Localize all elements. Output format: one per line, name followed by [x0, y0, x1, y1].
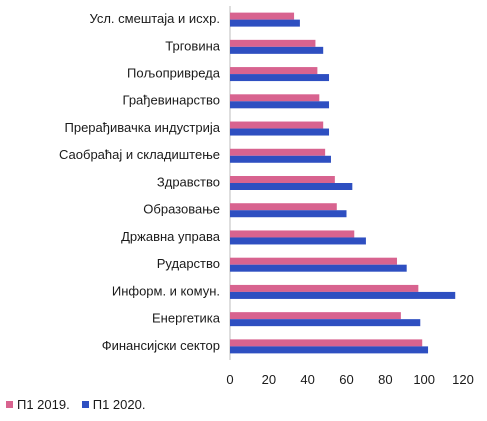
x-tick-labels: 0 20 40 60 80 100 120: [226, 372, 473, 387]
bar-2020: [230, 128, 330, 136]
category-label: Рударство: [157, 256, 220, 271]
legend-item-2020: П1 2020.: [81, 397, 146, 412]
bar-2019: [230, 39, 316, 47]
category-label: Трговина: [165, 38, 220, 53]
category-label: Саобраћај и складиштење: [59, 147, 220, 162]
bar-2019: [230, 284, 419, 292]
bar-2019: [230, 257, 397, 265]
category-label: Грађевинарство: [123, 93, 220, 108]
bar-2019: [230, 148, 326, 156]
bar-2020: [230, 46, 324, 54]
bar-2020: [230, 237, 366, 245]
bar-2019: [230, 12, 295, 20]
bar-2020: [230, 101, 330, 109]
legend: П1 2019. П1 2020.: [6, 397, 145, 412]
category-label: Финансијски сектор: [102, 338, 220, 353]
category-label: Прерађивачка индустрија: [65, 120, 221, 135]
bar-2019: [230, 339, 423, 347]
x-tick-label: 120: [452, 372, 474, 387]
legend-swatch-2019: [6, 401, 13, 408]
category-label: Образовање: [143, 202, 220, 217]
category-label: Здравство: [157, 174, 220, 189]
category-label: Енергетика: [152, 311, 221, 326]
x-tick-label: 80: [378, 372, 392, 387]
category-label: Усл. смештаја и исхр.: [89, 11, 220, 26]
bar-2019: [230, 67, 318, 75]
bar-2020: [230, 183, 353, 190]
x-tick-label: 40: [300, 372, 314, 387]
bar-2019: [230, 176, 335, 183]
x-tick-label: 20: [262, 372, 276, 387]
legend-label-2019: П1 2019.: [17, 397, 70, 412]
bar-2020: [230, 346, 429, 354]
bar-2020: [230, 74, 330, 82]
bar-2020: [230, 291, 456, 299]
legend-label-2020: П1 2020.: [92, 397, 146, 412]
bar-2019: [230, 121, 324, 129]
x-tick-label: 0: [226, 372, 233, 387]
bar-2019: [230, 312, 401, 320]
category-labels: Усл. смештаја и исхр. Трговина Пољопривред…: [59, 11, 221, 353]
x-tick-label: 100: [413, 372, 435, 387]
legend-item-2019: П1 2019.: [6, 397, 70, 412]
bar-2020: [230, 264, 407, 272]
bar-2020: [230, 319, 421, 327]
bar-2019: [230, 94, 320, 102]
category-label: Информ. и комун.: [112, 283, 220, 298]
legend-swatch-2020: [81, 401, 89, 408]
bar-2020: [230, 155, 331, 163]
bar-2019: [230, 203, 337, 211]
x-tick-label: 60: [339, 372, 353, 387]
category-label: Пољопривреда: [127, 66, 221, 81]
bar-2020: [230, 210, 347, 218]
bar-2019: [230, 230, 355, 238]
bars: [230, 12, 456, 354]
category-label: Државна управа: [121, 229, 221, 244]
bar-2020: [230, 19, 300, 27]
